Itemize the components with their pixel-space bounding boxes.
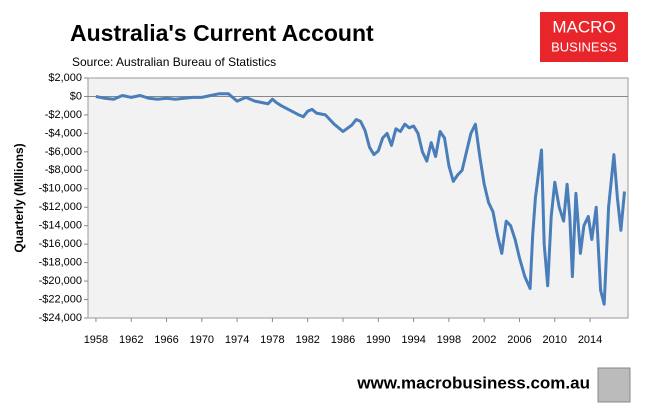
- y-tick-label: $0: [70, 90, 82, 102]
- y-tick-label: -$6,000: [45, 146, 82, 158]
- chart-title: Australia's Current Account: [70, 20, 374, 46]
- y-tick-label: -$10,000: [39, 183, 82, 195]
- y-tick-label: -$18,000: [39, 257, 82, 269]
- x-tick-label: 1970: [190, 334, 214, 346]
- x-tick-label: 1962: [119, 334, 143, 346]
- x-tick-label: 2010: [543, 334, 567, 346]
- x-tick-label: 2014: [578, 334, 602, 346]
- y-tick-label: -$8,000: [45, 164, 82, 176]
- y-tick-label: -$2,000: [45, 109, 82, 121]
- y-tick-label: -$14,000: [39, 220, 82, 232]
- x-tick-label: 1982: [295, 334, 319, 346]
- y-tick-label: -$24,000: [39, 312, 82, 324]
- y-tick-label: $2,000: [48, 72, 82, 84]
- y-tick-label: -$12,000: [39, 201, 82, 213]
- logo-box: [540, 12, 628, 62]
- x-tick-label: 1998: [437, 334, 461, 346]
- x-tick-label: 2006: [507, 334, 531, 346]
- chart-subtitle: Source: Australian Bureau of Statistics: [72, 55, 276, 69]
- x-tick-label: 1974: [225, 334, 249, 346]
- y-tick-label: -$4,000: [45, 127, 82, 139]
- x-tick-label: 1978: [260, 334, 284, 346]
- logo-text: BUSINESS: [551, 39, 617, 54]
- wolf-icon: [597, 367, 631, 403]
- x-tick-label: 1986: [331, 334, 355, 346]
- y-tick-label: -$22,000: [39, 293, 82, 305]
- y-axis-label: Quarterly (Millions): [12, 143, 26, 252]
- x-tick-label: 2002: [472, 334, 496, 346]
- x-tick-label: 1990: [366, 334, 390, 346]
- y-tick-label: -$16,000: [39, 238, 82, 250]
- plot-area: [87, 77, 629, 319]
- data-line: [95, 92, 626, 306]
- x-tick-label: 1958: [84, 334, 108, 346]
- y-tick-label: -$20,000: [39, 275, 82, 287]
- logo-text: MACRO: [552, 17, 615, 36]
- x-tick-label: 1966: [154, 334, 178, 346]
- x-tick-label: 1994: [401, 334, 425, 346]
- footer-url: www.macrobusiness.com.au: [356, 373, 590, 392]
